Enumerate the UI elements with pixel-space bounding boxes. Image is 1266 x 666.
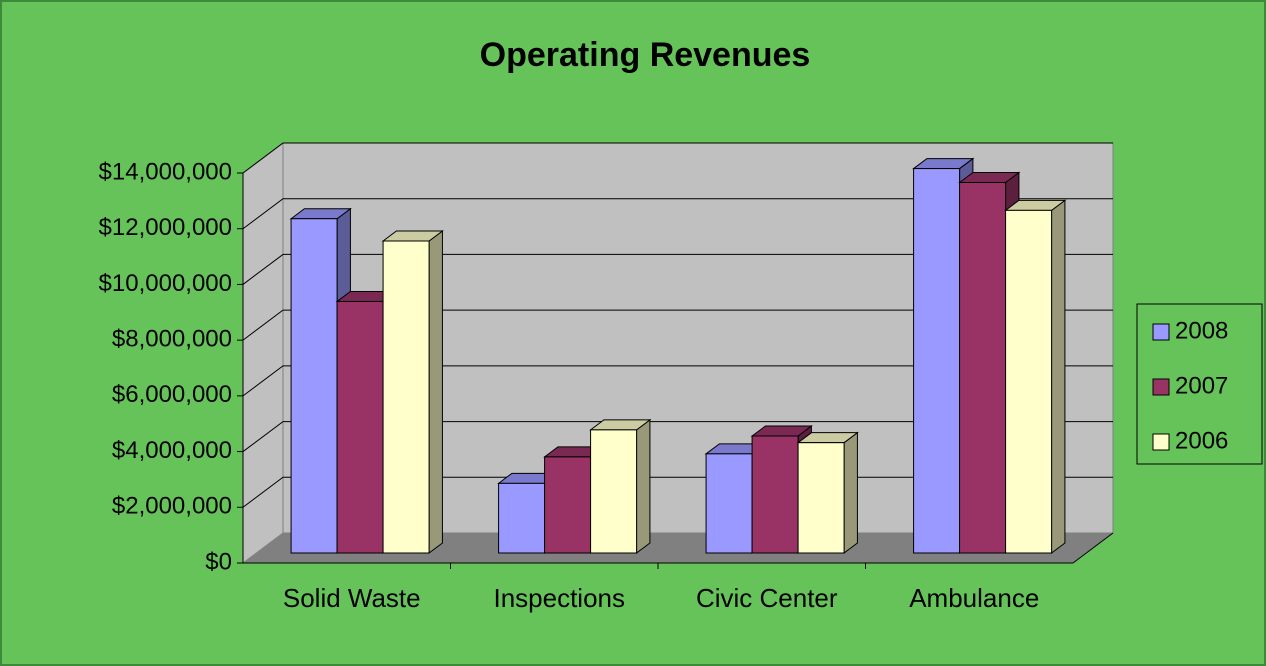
bar-side — [1051, 199, 1066, 555]
grid-line — [242, 198, 1113, 230]
y-tick-label: $4,000,000 — [112, 437, 232, 464]
bar — [290, 218, 338, 554]
bar — [913, 168, 961, 554]
x-tick-label: Ambulance — [909, 583, 1039, 613]
bar — [498, 482, 546, 554]
legend-swatch — [1152, 433, 1170, 451]
grid-line — [242, 365, 1113, 397]
bar — [336, 300, 384, 554]
bar — [797, 442, 845, 554]
bar — [705, 453, 753, 554]
grid-line — [242, 309, 1113, 341]
y-tick-label: $6,000,000 — [112, 381, 232, 408]
y-tick-label: $12,000,000 — [99, 214, 232, 241]
bar — [1005, 209, 1053, 554]
y-tick-label: $8,000,000 — [112, 325, 232, 352]
y-tick-label: $10,000,000 — [99, 270, 232, 297]
bar — [382, 240, 430, 554]
y-tick-label: $0 — [205, 548, 232, 575]
bar — [959, 182, 1007, 554]
bar-side — [843, 431, 858, 554]
legend-swatch — [1152, 323, 1170, 341]
side-wall — [242, 142, 284, 564]
x-tick-label: Inspections — [493, 583, 625, 613]
bar — [590, 429, 638, 554]
x-tick-label: Solid Waste — [283, 583, 421, 613]
bar — [544, 456, 592, 554]
bar-side — [428, 229, 443, 555]
chart-title: Operating Revenues — [480, 36, 811, 74]
legend-label: 2006 — [1175, 427, 1228, 454]
y-tick-label: $2,000,000 — [112, 493, 232, 520]
grid-line — [242, 142, 1113, 174]
bar — [751, 435, 799, 554]
y-tick-label: $14,000,000 — [99, 158, 232, 185]
floor — [243, 533, 1113, 563]
x-axis-depth — [1072, 532, 1114, 564]
legend-label: 2007 — [1175, 372, 1228, 399]
bar-side — [636, 418, 651, 554]
legend-swatch — [1152, 378, 1170, 396]
grid-line — [242, 253, 1113, 285]
legend-label: 2008 — [1175, 317, 1228, 344]
grid-line — [242, 421, 1113, 452]
x-tick-label: Civic Center — [696, 583, 838, 613]
